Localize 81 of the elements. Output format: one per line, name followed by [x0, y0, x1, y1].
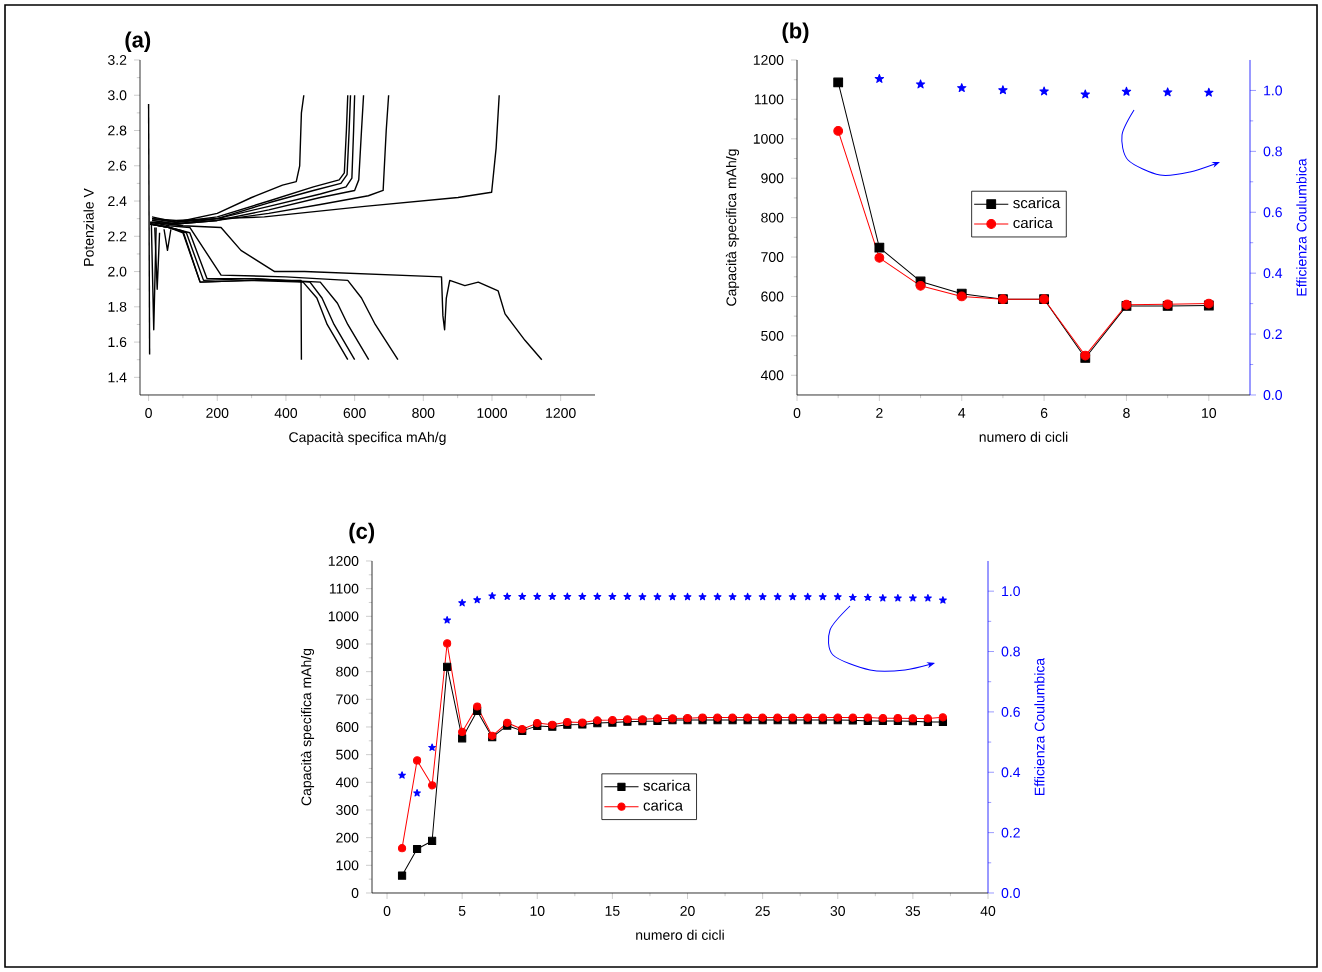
y-tick-label: 400: [760, 370, 784, 381]
x-tick-label: 10: [1202, 408, 1217, 418]
x-tick-label: 2: [876, 408, 883, 418]
y-tick-label: 3.0: [108, 90, 127, 101]
x-tick-label: 10: [530, 906, 545, 916]
y-tick-label: 200: [336, 832, 359, 843]
y-tick-label: 900: [336, 639, 359, 649]
y-tick-label: 2.0: [108, 266, 127, 277]
x-tick-label: 40: [980, 906, 996, 916]
x-tick-label: 25: [755, 906, 770, 916]
x-tick-label: 600: [343, 408, 366, 418]
y-axis-title: Potenziale V: [83, 188, 94, 266]
y-tick-label: 0: [351, 888, 359, 898]
y-tick-label: 500: [761, 330, 784, 341]
legend-label: scarica: [643, 779, 691, 791]
x-tick-label: 800: [412, 408, 435, 418]
y-tick-label: 300: [336, 805, 359, 815]
y-tick-label: 100: [336, 860, 359, 871]
x-tick-label: 4: [958, 408, 966, 418]
y2-tick-label: 0.6: [1263, 207, 1282, 218]
y-tick-label: 700: [761, 252, 784, 262]
y2-axis-title: Efficienza Coulumbica: [1296, 158, 1307, 296]
y-tick-label: 1000: [753, 133, 784, 144]
legend-label: carica: [643, 799, 684, 811]
y-tick-label: 600: [761, 291, 784, 302]
y2-tick-label: 0.0: [1263, 390, 1282, 400]
y2-tick-label: 0.8: [1263, 146, 1282, 157]
y2-axis-title: Efficienza Coulumbica: [1034, 657, 1045, 795]
y-tick-label: 2.8: [108, 125, 127, 136]
x-axis-title: numero di cicli: [979, 431, 1068, 442]
chart-title: (a): [125, 31, 151, 52]
x-tick-label: 5: [458, 906, 466, 916]
x-tick-label: 1000: [477, 408, 508, 418]
x-tick-label: 8: [1123, 408, 1130, 418]
y2-tick-label: 1.0: [1264, 85, 1282, 96]
y-tick-label: 500: [336, 749, 359, 760]
x-tick-label: 0: [383, 906, 391, 916]
y-tick-label: 1100: [754, 94, 784, 105]
y2-tick-label: 0.4: [1263, 268, 1283, 279]
chart-title: (c): [349, 522, 375, 544]
x-tick-label: 15: [605, 906, 620, 916]
legend-label: carica: [1013, 217, 1053, 229]
y-tick-label: 1000: [328, 611, 359, 622]
y-tick-label: 3.2: [108, 55, 127, 65]
y-tick-label: 1200: [753, 55, 784, 65]
y-axis-title: Capacità specifica mAh/g: [300, 648, 315, 806]
y-tick-label: 400: [335, 777, 359, 788]
y-tick-label: 900: [761, 173, 784, 184]
y-tick-label: 2.4: [108, 196, 127, 206]
y-tick-label: 800: [761, 212, 784, 223]
y-tick-label: 1.8: [108, 301, 127, 312]
y-tick-label: 1200: [328, 556, 359, 566]
legend-label: scarica: [1013, 197, 1061, 209]
y2-tick-label: 0.0: [1001, 888, 1020, 898]
x-axis-title: numero di cicli: [636, 929, 724, 940]
x-tick-label: 400: [274, 408, 298, 418]
y-axis-title: Capacità specifica mAh/g: [725, 149, 740, 306]
y2-tick-label: 1.0: [1002, 586, 1020, 597]
y-tick-label: 1100: [329, 583, 359, 594]
y-tick-label: 2.6: [108, 160, 127, 171]
y2-tick-label: 0.2: [1263, 329, 1282, 340]
x-tick-label: 1200: [546, 408, 576, 418]
y-tick-label: 700: [336, 694, 359, 705]
y-tick-label: 2.2: [108, 231, 127, 242]
y2-tick-label: 0.4: [1001, 767, 1021, 778]
x-axis-title: Capacità specifica mAh/g: [289, 431, 446, 445]
y-tick-label: 600: [336, 722, 359, 732]
x-tick-label: 200: [206, 408, 229, 418]
x-tick-label: 35: [905, 906, 921, 916]
x-tick-label: 30: [830, 906, 845, 916]
y2-tick-label: 0.6: [1001, 706, 1020, 717]
x-tick-label: 6: [1040, 408, 1048, 418]
y2-tick-label: 0.8: [1001, 646, 1020, 657]
x-tick-label: 0: [793, 408, 801, 418]
chart-title: (b): [782, 22, 809, 43]
y2-tick-label: 0.2: [1001, 827, 1020, 838]
x-tick-label: 0: [145, 408, 152, 418]
y-tick-label: 800: [336, 666, 359, 677]
y-tick-label: 1.4: [108, 372, 127, 383]
x-tick-label: 20: [680, 906, 695, 916]
y-tick-label: 1.6: [108, 337, 127, 348]
